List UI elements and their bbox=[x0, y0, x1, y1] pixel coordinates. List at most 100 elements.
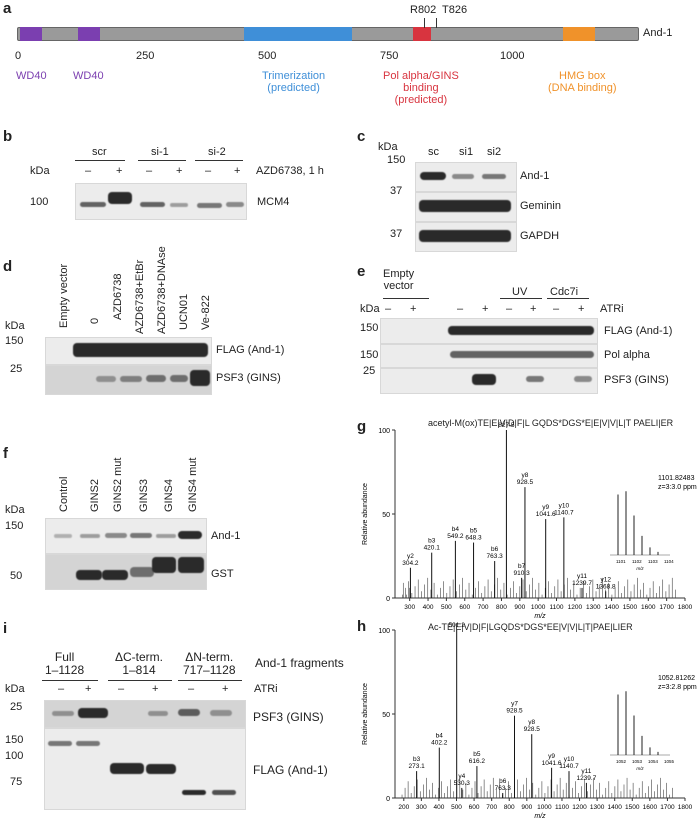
peak-ion-label: b6 bbox=[499, 778, 507, 785]
kda-label-d: kDa bbox=[5, 320, 25, 332]
inset-tick-label: 1053 bbox=[632, 759, 643, 764]
sign-i-1: + bbox=[85, 683, 92, 695]
x-tick-label: 200 bbox=[398, 804, 409, 811]
wd40-domain-1 bbox=[20, 27, 42, 41]
axis-tick-750: 750 bbox=[380, 50, 399, 62]
inset-tick-label: 1054 bbox=[648, 759, 659, 764]
sign-b-1: + bbox=[116, 165, 123, 177]
marker-f-50: 50 bbox=[10, 570, 23, 582]
panel-h-letter: h bbox=[357, 618, 367, 635]
x-tick-label: 700 bbox=[478, 604, 489, 611]
inset-label: 1101.82483 bbox=[658, 475, 695, 482]
flag-blot-i bbox=[44, 728, 246, 810]
inset-tick-label: 1104 bbox=[664, 559, 674, 564]
inset-xlabel: m/z bbox=[636, 566, 644, 571]
marker-i-100: 100 bbox=[5, 750, 24, 762]
lane-f-gins4mut: GINS4 mut bbox=[187, 457, 199, 512]
peak-mz-label: 1239.7 bbox=[572, 580, 592, 587]
t826-marker bbox=[436, 18, 437, 28]
lane-d-dnase: AZD6738+DNAse bbox=[156, 246, 168, 334]
x-tick-label: 1200 bbox=[568, 604, 583, 611]
trimerization-label: Trimerization (predicted) bbox=[262, 70, 326, 94]
y-tick-label: 100 bbox=[378, 428, 390, 435]
peak-mz-label: 501.2 bbox=[449, 622, 466, 629]
peak-mz-label: 928.5 bbox=[524, 726, 541, 733]
peak-ion-label: y11 bbox=[577, 573, 587, 580]
x-tick-label: 800 bbox=[496, 604, 507, 611]
group-i-dn: ΔN-term. 717–1128 bbox=[183, 650, 236, 677]
x-tick-label: 1000 bbox=[531, 604, 546, 611]
x-tick-label: 500 bbox=[451, 804, 462, 811]
x-tick-label: 400 bbox=[423, 604, 434, 611]
group-i-dc: ΔC-term. 1–814 bbox=[115, 650, 164, 677]
x-tick-label: 600 bbox=[459, 604, 470, 611]
peak-mz-label: 648.3 bbox=[465, 535, 482, 542]
lane-f-gins2mut: GINS2 mut bbox=[112, 457, 124, 512]
x-tick-label: 1500 bbox=[623, 604, 638, 611]
gapdh-label: GAPDH bbox=[520, 230, 560, 242]
x-tick-label: 900 bbox=[521, 804, 532, 811]
peak-mz-label: 827.5 bbox=[498, 422, 515, 429]
peak-mz-label: 1140.7 bbox=[554, 509, 574, 516]
peak-mz-label: 1041.6 bbox=[536, 511, 556, 518]
panel-b-letter: b bbox=[3, 128, 13, 145]
x-tick-label: 1300 bbox=[590, 804, 605, 811]
x-tick-label: 300 bbox=[404, 604, 415, 611]
kda-label-e: kDa bbox=[360, 303, 380, 315]
and1-label-c: And-1 bbox=[520, 170, 550, 182]
peak-mz-label: 273.1 bbox=[408, 763, 425, 770]
marker-i-75: 75 bbox=[10, 776, 23, 788]
x-axis-label: m/z bbox=[534, 613, 546, 620]
wd40-domain-2 bbox=[78, 27, 100, 41]
peak-ion-label: y11 bbox=[581, 768, 591, 775]
lane-d-0: 0 bbox=[89, 317, 101, 324]
peak-ion-label: b7 bbox=[518, 563, 526, 570]
inset-tick-label: 1052 bbox=[616, 759, 627, 764]
hmg-box-domain bbox=[563, 27, 595, 41]
lane-d-etbr: AZD6738+EtBr bbox=[134, 259, 146, 334]
x-tick-label: 1000 bbox=[537, 804, 552, 811]
t826-label: T826 bbox=[442, 4, 468, 16]
sign-b-0: – bbox=[85, 165, 92, 177]
peak-ion-label: b5 bbox=[470, 528, 478, 535]
kda-label-c: kDa bbox=[378, 141, 398, 153]
peak-ion-label: y9 bbox=[548, 753, 555, 760]
x-tick-label: 1500 bbox=[625, 804, 640, 811]
x-tick-label: 1100 bbox=[550, 604, 564, 611]
group-scr: scr bbox=[92, 146, 107, 158]
sign-b-4: – bbox=[205, 165, 212, 177]
peak-mz-label: 616.2 bbox=[469, 758, 486, 765]
and1-label-f: And-1 bbox=[211, 530, 241, 542]
and1-label: And-1 bbox=[643, 27, 673, 39]
marker-b-100: 100 bbox=[30, 196, 49, 208]
panel-c-letter: c bbox=[357, 128, 366, 145]
fragments-title: And-1 fragments bbox=[255, 656, 344, 670]
peak-ion-label: y4 bbox=[458, 773, 465, 780]
inset-tick-label: 1055 bbox=[664, 759, 675, 764]
peak-mz-label: 420.1 bbox=[424, 545, 441, 552]
x-tick-label: 400 bbox=[434, 804, 445, 811]
flag-label-i: FLAG (And-1) bbox=[253, 763, 328, 777]
trimerization-domain bbox=[244, 27, 352, 41]
peak-mz-label: 549.2 bbox=[447, 533, 464, 540]
x-tick-label: 700 bbox=[486, 804, 497, 811]
marker-c-150: 150 bbox=[387, 154, 406, 166]
inset-tick-label: 1102 bbox=[632, 559, 642, 564]
panel-g-letter: g bbox=[357, 418, 367, 435]
inset-label: z=3:3.0 ppm bbox=[658, 484, 697, 491]
peak-mz-label: 530.3 bbox=[454, 780, 471, 787]
group-si1: si-1 bbox=[151, 146, 169, 158]
group-e-uv: UV bbox=[512, 286, 528, 298]
psf3-label-i: PSF3 (GINS) bbox=[253, 710, 324, 724]
axis-tick-500: 500 bbox=[258, 50, 277, 62]
lane-d-empty: Empty vector bbox=[58, 263, 70, 328]
lane-si1: si1 bbox=[459, 146, 474, 158]
pol-alpha-gins-domain bbox=[413, 27, 431, 41]
x-tick-label: 800 bbox=[504, 804, 515, 811]
y-tick-label: 0 bbox=[386, 796, 390, 803]
sign-b-2: – bbox=[146, 165, 153, 177]
gst-label: GST bbox=[211, 568, 234, 580]
peak-mz-label: 763.3 bbox=[495, 785, 512, 792]
